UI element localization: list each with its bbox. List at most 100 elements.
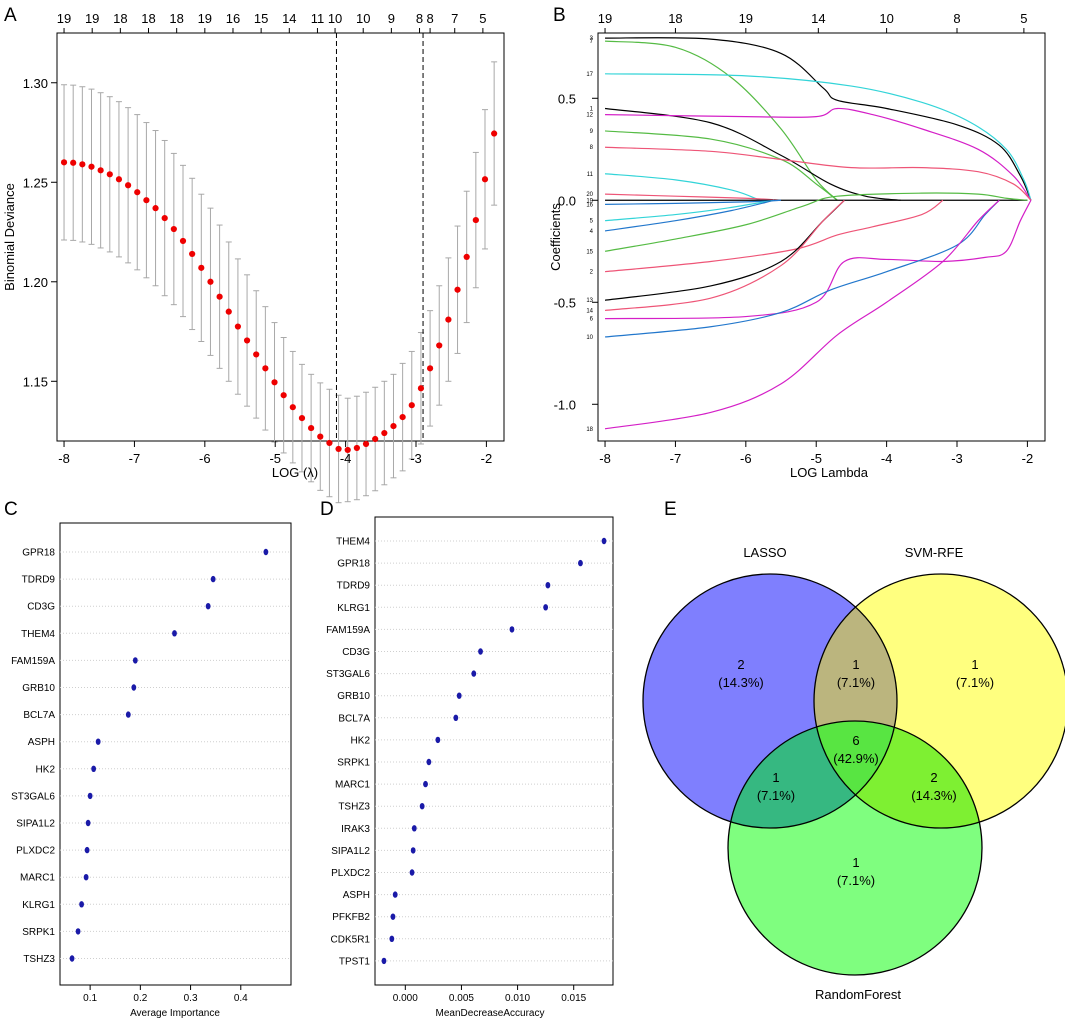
dot-row: FAM159A	[11, 656, 291, 667]
dot-row: SIPA1L2	[331, 846, 613, 857]
venn-region-all-count: 6	[852, 733, 859, 748]
panel-a-frame	[56, 32, 505, 442]
top-count-label: 14	[811, 11, 825, 26]
panel-label-d: D	[320, 499, 334, 520]
panel-a-top-counts: 19 19 18 18 18 19 16 15 14 11 10 10 9 8 8 7 5	[57, 11, 486, 33]
path-label: 9	[590, 129, 594, 135]
x-tick-label: -5	[810, 451, 822, 466]
row-label: TDRD9	[337, 581, 371, 592]
x-tick-label: -3	[951, 451, 963, 466]
coef-path	[604, 173, 761, 201]
row-label: HK2	[36, 764, 56, 775]
y-tick-label: -0.5	[554, 295, 576, 310]
dot-row: ASPH	[28, 737, 291, 748]
path-label: 16	[586, 202, 593, 208]
panel-d-x-label: MeanDecreaseAccuracy	[436, 1008, 545, 1019]
path-label: 11	[587, 172, 594, 178]
x-tick-label: -4	[881, 451, 893, 466]
cv-point	[344, 446, 351, 454]
row-label: TDRD9	[22, 575, 56, 586]
coef-path	[605, 200, 1032, 320]
row-label: PLXDC2	[331, 868, 370, 879]
panel-b-y-label: Coefficients	[548, 203, 563, 271]
dot	[545, 582, 551, 589]
x-tick-label: -6	[740, 451, 752, 466]
coef-path	[604, 199, 944, 273]
panel-a-error-bars	[61, 61, 498, 504]
x-tick-label: -8	[599, 451, 611, 466]
cv-point	[225, 308, 232, 315]
cv-point	[207, 278, 214, 285]
row-label: MARC1	[20, 873, 55, 884]
cv-point	[124, 182, 132, 189]
row-label: PFKFB2	[332, 912, 370, 923]
cv-point	[436, 342, 443, 349]
y-tick-label: -1.0	[554, 397, 576, 412]
top-count-label: 19	[739, 11, 753, 26]
y-tick-label: 1.30	[23, 76, 48, 91]
venn-region-all-pct: (42.9%)	[833, 751, 879, 766]
x-tick-label: 0.4	[234, 993, 248, 1004]
dot	[79, 901, 84, 908]
venn-region-lasso-svm-pct: (7.1%)	[837, 675, 875, 690]
top-count-label: 11	[311, 11, 325, 26]
path-label: 10	[586, 335, 593, 341]
cv-point	[308, 424, 315, 432]
cv-point	[362, 440, 370, 448]
venn-region-lasso-pct: (14.3%)	[718, 675, 764, 690]
cv-point	[79, 161, 86, 168]
dot	[390, 913, 396, 920]
panel-a-x-ticks: -8 -7 -6 -5 -4 -3 -2	[58, 441, 492, 466]
dot-row: MARC1	[20, 873, 291, 884]
cv-point	[381, 429, 388, 437]
top-count-label: 10	[328, 11, 342, 26]
dot	[509, 626, 515, 633]
cv-point	[106, 171, 113, 178]
coef-path	[604, 107, 901, 201]
cv-point	[317, 433, 324, 440]
dot	[471, 670, 477, 677]
dot-row: SIPA1L2	[16, 819, 291, 830]
dot	[125, 711, 131, 718]
venn-region-lasso-rf-count: 1	[772, 770, 779, 785]
panel-label-b: B	[553, 5, 566, 26]
dot	[75, 928, 81, 935]
venn-outline-svm-rfe	[813, 573, 1065, 829]
cv-point	[198, 264, 205, 271]
coef-path	[604, 199, 775, 232]
row-label: ST3GAL6	[11, 791, 55, 802]
cv-point	[70, 159, 77, 166]
cv-point	[60, 159, 68, 166]
dot	[435, 736, 441, 744]
cv-point	[253, 351, 260, 358]
dot	[478, 648, 483, 655]
path-label: 20	[586, 192, 593, 198]
venn-region-svm-pct: (7.1%)	[956, 675, 994, 690]
panel-label-a: A	[4, 5, 17, 26]
y-tick-label: 0.5	[558, 91, 576, 106]
dot-row: SRPK1	[337, 758, 613, 769]
coef-path	[605, 37, 1032, 201]
dot-row: KLRG1	[337, 603, 613, 614]
dot	[83, 874, 89, 881]
cv-point	[390, 422, 397, 430]
dot	[84, 846, 90, 854]
coef-path	[604, 199, 775, 222]
dot-row: BCL7A	[23, 710, 291, 721]
dot-row: HK2	[351, 735, 613, 746]
row-label: ST3GAL6	[326, 669, 370, 680]
top-count-label: 15	[254, 11, 268, 26]
dot-row: TPST1	[339, 956, 613, 967]
row-label: PLXDC2	[16, 846, 55, 857]
panel-a-x-label: LOG (λ)	[272, 465, 318, 480]
row-label: HK2	[351, 735, 371, 746]
row-label: CDK5R1	[331, 934, 371, 945]
row-label: SRPK1	[22, 927, 55, 938]
dot	[381, 957, 387, 965]
venn-region-svm-rf-count: 2	[930, 770, 937, 785]
top-count-label: 18	[113, 11, 127, 26]
dot	[409, 869, 415, 876]
panel-d-accuracy-plot: THEM4 GPR18 TDRD9 KLRG1 FAM159A CD3G ST3GAL6 GR…	[326, 516, 614, 1019]
